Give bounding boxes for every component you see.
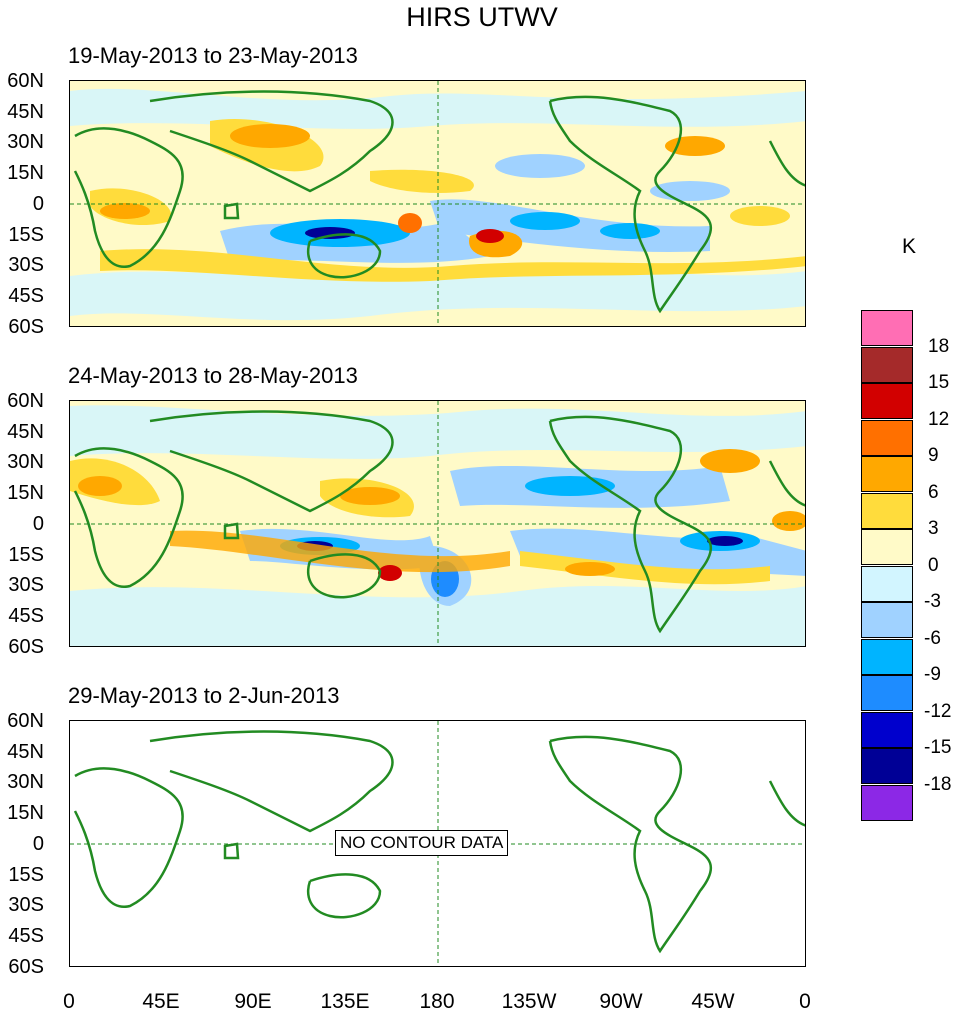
lat-label: 30S: [8, 254, 44, 276]
lat-label: 60S: [8, 316, 44, 338]
panel-3-title: 29-May-2013 to 2-Jun-2013: [68, 683, 340, 708]
colorbar-swatch: [861, 638, 913, 675]
lon-label: 0: [63, 990, 75, 1013]
colorbar-label: 6: [928, 481, 939, 503]
colorbar-label: -6: [924, 627, 941, 649]
colorbar-swatch: [861, 675, 913, 711]
lat-label: 0: [32, 833, 44, 855]
panel-1-field: [70, 81, 805, 326]
panel-2-map: [69, 400, 806, 647]
lat-label: 0: [32, 513, 44, 535]
lat-label: 45N: [7, 741, 44, 763]
lat-label: 45S: [8, 605, 44, 627]
no-contour-data-label: NO CONTOUR DATA: [335, 830, 509, 856]
colorbar-swatch: [861, 565, 913, 602]
lat-label: 30N: [7, 131, 44, 153]
lat-label: 15N: [7, 482, 44, 504]
lat-label: 30S: [8, 574, 44, 596]
colorbar-swatch: [861, 456, 913, 492]
main-title: HIRS UTWV: [406, 2, 558, 32]
lon-label: 180: [419, 990, 455, 1013]
lon-label: 90W: [599, 990, 643, 1013]
lat-label: 15N: [7, 802, 44, 824]
lat-label: 15S: [8, 864, 44, 886]
colorbar-swatch: [861, 529, 913, 565]
lat-label: 45N: [7, 101, 44, 123]
colorbar-swatch: [861, 419, 913, 456]
lon-label: 45E: [142, 990, 180, 1013]
lat-label: 15N: [7, 162, 44, 184]
lat-label: 30N: [7, 771, 44, 793]
lat-label: 45N: [7, 421, 44, 443]
lon-label: 135W: [501, 990, 557, 1013]
colorbar-label: -15: [924, 737, 952, 758]
colorbar-label: 15: [928, 372, 950, 393]
colorbar-swatch: [861, 346, 913, 383]
lon-label: 45W: [691, 990, 735, 1013]
colorbar-swatch: [861, 602, 913, 638]
lat-label: 30N: [7, 451, 44, 473]
lat-label: 60S: [8, 956, 44, 978]
lat-label: 15S: [8, 224, 44, 246]
colorbar-label: 12: [928, 408, 950, 430]
lat-label: 15S: [8, 544, 44, 566]
lat-label: 30S: [8, 894, 44, 916]
panel-1-title: 19-May-2013 to 23-May-2013: [68, 43, 358, 68]
lat-label: 60N: [7, 390, 44, 412]
colorbar-label: -9: [924, 664, 941, 685]
colorbar-swatch: [861, 492, 913, 529]
lat-label: 60N: [7, 710, 44, 732]
lat-label: 60S: [8, 636, 44, 658]
colorbar-label: 18: [928, 335, 950, 357]
panel-1-map: [69, 80, 806, 327]
colorbar-label: -12: [924, 700, 952, 722]
colorbar-swatch: [861, 383, 913, 419]
lon-label: 90E: [234, 990, 272, 1013]
lat-label: 45S: [8, 285, 44, 307]
lat-label: 45S: [8, 925, 44, 947]
panel-2-field: [70, 401, 805, 646]
colorbar-label: 0: [928, 554, 939, 576]
lat-label: 0: [32, 193, 44, 215]
colorbar-label: 3: [928, 518, 939, 539]
colorbar-swatch: [861, 748, 913, 784]
lat-label: 60N: [7, 70, 44, 92]
panel-2-title: 24-May-2013 to 28-May-2013: [68, 363, 358, 388]
colorbar-swatch: [861, 711, 913, 748]
lon-label: 0: [799, 990, 811, 1013]
colorbar-label: -18: [924, 773, 952, 795]
colorbar-label: 9: [928, 445, 939, 466]
lon-label: 135E: [320, 990, 370, 1013]
colorbar-label: -3: [924, 591, 941, 612]
colorbar-swatch: [861, 310, 913, 346]
colorbar-unit: K: [902, 235, 917, 258]
colorbar-swatch: [861, 784, 913, 821]
